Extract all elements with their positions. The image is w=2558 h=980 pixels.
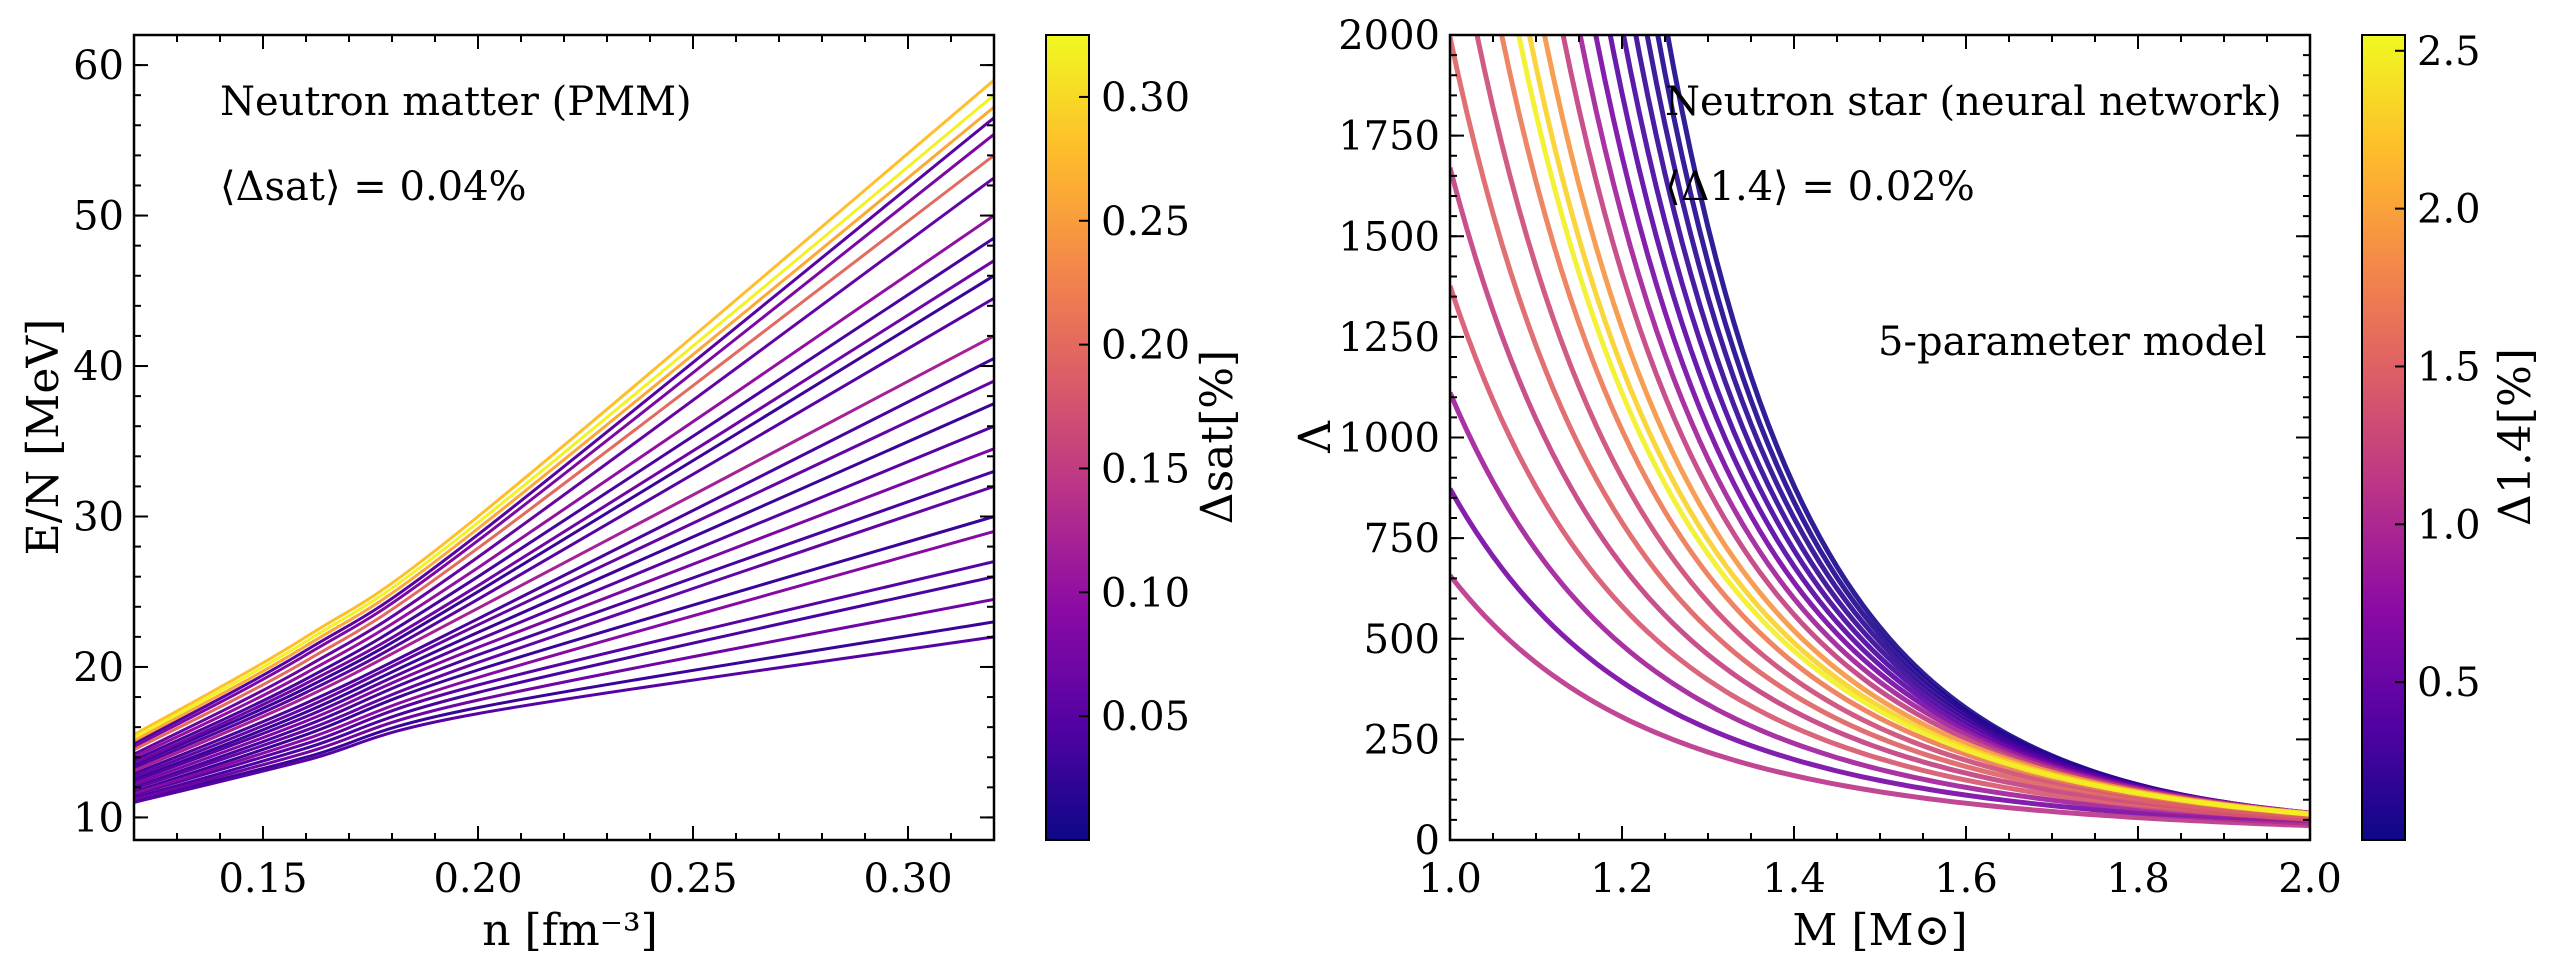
left-series-line: [134, 379, 994, 779]
right-y-tick-label: 0: [1415, 818, 1440, 864]
right-x-tick-label: 1.2: [1590, 856, 1654, 902]
left-series-line: [134, 635, 994, 804]
left-series-line: [134, 515, 994, 794]
left-series-line: [134, 154, 994, 752]
left-series-line: [134, 530, 994, 795]
left-series-line: [134, 133, 994, 749]
left-series-line: [134, 424, 994, 783]
right-axis-ticks: 1.0 1.2 1.4 1.6 1.8 2.0 0 250 500 750 1000 1250 1500…: [1338, 13, 2342, 902]
left-series-line: [134, 176, 994, 756]
left-x-tick-label: 0.15: [218, 856, 307, 902]
left-series-line: [134, 106, 994, 743]
right-y-tick-label: 1500: [1338, 214, 1440, 260]
left-series-line: [134, 334, 994, 773]
left-series-line: [134, 575, 994, 800]
left-colorbar-tick-label: 0.25: [1101, 199, 1190, 245]
left-colorbar-ticks: 0.05 0.10 0.15 0.20 0.25 0.30: [1079, 75, 1190, 740]
left-series-line: [134, 214, 994, 759]
right-y-tick-label: 2000: [1338, 13, 1440, 59]
right-annotation-mean: ⟨Δ1.4⟩ = 0.02%: [1665, 164, 1975, 210]
right-y-tick-label: 500: [1364, 617, 1440, 663]
right-annotation-title: Neutron star (neural network): [1665, 79, 2282, 125]
right-y-axis-label: Λ: [1290, 420, 1341, 454]
left-colorbar-tick-label: 0.15: [1101, 446, 1190, 492]
right-plot-frame: [1448, 33, 2312, 842]
right-colorbar-tick-label: 1.0: [2417, 502, 2481, 548]
left-y-tick-label: 10: [73, 795, 124, 841]
left-series-line: [134, 484, 994, 791]
left-series-line: [134, 274, 994, 767]
right-colorbar-ticks: 0.5 1.0 1.5 2.0 2.5: [2395, 29, 2481, 706]
right-x-tick-label: 1.8: [2106, 856, 2170, 902]
right-y-tick-label: 1750: [1338, 114, 1440, 160]
left-y-tick-label: 30: [73, 494, 124, 540]
left-series-line: [134, 447, 994, 786]
left-x-tick-label: 0.25: [648, 856, 737, 902]
left-colorbar-tick-label: 0.30: [1101, 75, 1190, 121]
right-series-line: [1450, 487, 2310, 826]
left-x-tick-label: 0.20: [433, 856, 522, 902]
left-series-line: [134, 259, 994, 765]
left-y-tick-label: 40: [73, 344, 124, 390]
right-colorbar: [2361, 34, 2406, 841]
left-series-line: [134, 597, 994, 801]
left-series-line: [134, 402, 994, 782]
left-x-axis-label: n [fm⁻³]: [482, 905, 658, 956]
left-axis-ticks: 0.15 0.20 0.25 0.30 10 20 30 40 50 60: [73, 34, 995, 902]
right-x-tick-label: 1.0: [1418, 856, 1482, 902]
right-colorbar-tick-label: 2.5: [2417, 29, 2481, 75]
left-series-line: [134, 116, 994, 746]
right-x-tick-label: 2.0: [2278, 856, 2342, 902]
left-panel: 0.15 0.20 0.25 0.30 10 20 30 40 50 60 Neutron mat…: [18, 33, 1243, 956]
left-colorbar-label: Δsat[%]: [1192, 350, 1243, 524]
right-colorbar-label: Δ1.4[%]: [2490, 348, 2541, 526]
right-panel: 1.0 1.2 1.4 1.6 1.8 2.0 0 250 500 750 1000 1250 1500…: [1290, 13, 2541, 956]
right-x-tick-label: 1.4: [1762, 856, 1826, 902]
left-series-line: [134, 560, 994, 797]
left-y-axis-label: E/N [MeV]: [18, 319, 69, 556]
left-y-tick-label: 50: [73, 194, 124, 240]
right-series-lines: [1450, 35, 2310, 829]
right-y-tick-label: 1000: [1338, 416, 1440, 462]
right-colorbar-tick-label: 1.5: [2417, 344, 2481, 390]
right-y-tick-label: 750: [1364, 516, 1440, 562]
left-y-tick-label: 60: [73, 43, 124, 89]
left-colorbar-tick-label: 0.05: [1101, 694, 1190, 740]
left-series-line: [134, 78, 994, 737]
right-series-line: [1450, 36, 2310, 819]
left-series-lines: [134, 78, 994, 804]
left-series-line: [134, 236, 994, 762]
left-series-line: [134, 469, 994, 789]
right-y-tick-label: 250: [1364, 717, 1440, 763]
left-colorbar: [1045, 34, 1090, 841]
right-series-line: [1450, 391, 2310, 824]
right-y-tick-label: 1250: [1338, 315, 1440, 361]
right-series-line: [1450, 285, 2310, 822]
right-colorbar-tick-label: 2.0: [2417, 187, 2481, 233]
right-series-line: [1516, 35, 2310, 817]
left-colorbar-tick-label: 0.20: [1101, 323, 1190, 369]
right-series-line: [1450, 573, 2310, 829]
left-colorbar-tick-label: 0.10: [1101, 570, 1190, 616]
left-series-line: [134, 357, 994, 776]
right-colorbar-tick-label: 0.5: [2417, 660, 2481, 706]
left-annotation-title: Neutron matter (PMM): [220, 79, 692, 125]
left-plot-frame: [132, 33, 996, 842]
left-series-line: [134, 297, 994, 770]
left-series-line: [134, 620, 994, 803]
right-x-tick-label: 1.6: [1934, 856, 1998, 902]
left-series-line: [134, 94, 994, 740]
left-x-tick-label: 0.30: [863, 856, 952, 902]
left-y-tick-label: 20: [73, 645, 124, 691]
left-annotation-mean: ⟨Δsat⟩ = 0.04%: [220, 164, 527, 210]
right-annotation-model: 5-parameter model: [1878, 319, 2267, 365]
right-x-axis-label: M [M⊙]: [1792, 905, 1967, 956]
